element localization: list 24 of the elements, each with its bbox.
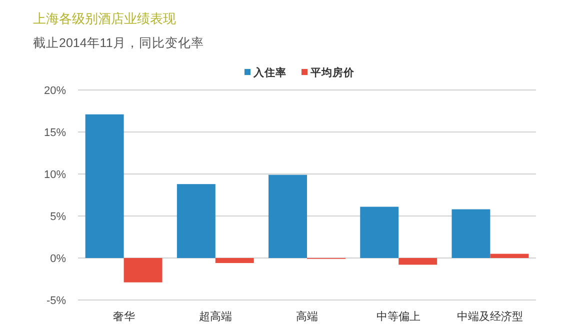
legend-label: 平均房价	[310, 66, 356, 79]
bar	[452, 209, 490, 258]
bar	[360, 206, 399, 258]
legend-label: 入住率	[252, 66, 286, 79]
x-tick-label: 高端	[296, 310, 318, 323]
y-tick-label: -5%	[46, 295, 66, 307]
bar	[398, 258, 438, 265]
y-tick-label: 15%	[44, 127, 66, 139]
x-tick-label: 中等偏上	[376, 310, 421, 323]
bar	[268, 174, 307, 258]
x-tick-label: 中端及经济型	[457, 310, 524, 323]
x-tick-label: 奢华	[112, 311, 135, 323]
bar	[124, 258, 162, 282]
y-tick-label: 0%	[50, 253, 66, 265]
bar	[215, 258, 254, 264]
bar	[176, 184, 216, 258]
bar	[85, 114, 124, 258]
bar	[490, 254, 529, 258]
y-tick-label: 20%	[44, 85, 66, 97]
y-tick-label: 5%	[50, 211, 66, 223]
x-tick-label: 超高端	[198, 310, 232, 323]
y-tick-label: 10%	[44, 169, 66, 181]
title: 上海各级别酒店业绩表现	[33, 11, 176, 26]
subtitle: 截止2014年11月，同比变化率	[33, 36, 204, 50]
